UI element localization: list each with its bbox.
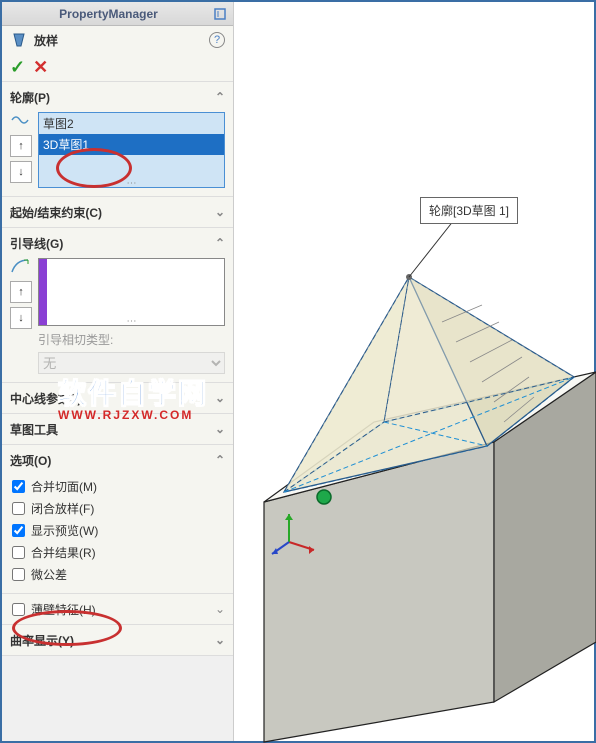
section-header-centerline[interactable]: 中心线参数(I) ⌄ — [10, 387, 225, 409]
section-centerline: 中心线参数(I) ⌄ — [2, 383, 233, 414]
guide-move-down-button[interactable]: ↓ — [10, 307, 32, 329]
help-icon[interactable]: ? — [209, 32, 225, 48]
profiles-listbox[interactable]: 草图2 3D草图1 ⋯ — [38, 112, 225, 188]
tangent-label: 引导相切类型: — [38, 331, 225, 348]
option-row: 闭合放样(F) — [10, 497, 225, 519]
section-header-constraints[interactable]: 起始/结束约束(C) ⌄ — [10, 201, 225, 223]
section-header-curvature[interactable]: 曲率显示(Y) ⌄ — [10, 629, 225, 651]
section-label-curvature: 曲率显示(Y) — [10, 632, 74, 649]
callout-text: 轮廓[3D草图 1] — [429, 204, 509, 218]
tangent-type-row: 引导相切类型: 无 — [10, 331, 225, 374]
chevron-down-icon: ⌄ — [215, 205, 225, 219]
option-label: 合并切面(M) — [31, 478, 97, 495]
resize-handle-icon[interactable]: ⋯ — [127, 316, 137, 327]
option-checkbox[interactable] — [12, 546, 25, 559]
option-label: 合并结果(R) — [31, 544, 96, 561]
chevron-up-icon: ⌃ — [215, 90, 225, 104]
guides-listbox[interactable]: ⋯ — [38, 258, 225, 326]
pin-icon[interactable] — [211, 5, 229, 23]
option-row: 微公差 — [10, 563, 225, 585]
chevron-down-icon: ⌄ — [215, 391, 225, 405]
section-sketch-tools: 草图工具 ⌄ — [2, 414, 233, 445]
thin-checkbox[interactable] — [12, 603, 25, 616]
active-vertex[interactable] — [317, 490, 331, 504]
section-profiles: 轮廓(P) ⌃ ↑ ↓ 草图2 3 — [2, 82, 233, 197]
option-label: 显示预览(W) — [31, 522, 98, 539]
tangent-select: 无 — [38, 352, 225, 374]
action-row: ✓ ✕ — [2, 54, 233, 82]
feature-title-row: 放样 ? — [2, 26, 233, 54]
section-label-sketch-tools: 草图工具 — [10, 421, 58, 438]
section-header-profiles[interactable]: 轮廓(P) ⌃ — [10, 86, 225, 108]
chevron-up-icon: ⌃ — [215, 453, 225, 467]
section-curvature: 曲率显示(Y) ⌄ — [2, 625, 233, 656]
guide-icon — [10, 258, 32, 277]
chevron-down-icon: ⌄ — [215, 633, 225, 647]
loft-icon — [10, 31, 28, 49]
section-label-options: 选项(O) — [10, 452, 51, 469]
guide-selection-bar — [39, 259, 47, 325]
option-checkbox[interactable] — [12, 524, 25, 537]
option-label: 微公差 — [31, 566, 67, 583]
callout-leader — [409, 220, 454, 277]
guide-move-up-button[interactable]: ↑ — [10, 281, 32, 303]
profile-move-down-button[interactable]: ↓ — [10, 161, 32, 183]
section-label-constraints: 起始/结束约束(C) — [10, 204, 102, 221]
section-label-guides: 引导线(G) — [10, 235, 63, 252]
section-thin: 薄壁特征(H) ⌄ — [2, 594, 233, 625]
cancel-button[interactable]: ✕ — [33, 57, 48, 78]
list-item[interactable]: 3D草图1 — [39, 134, 224, 155]
panel-title: PropertyManager — [6, 7, 211, 21]
section-options: 选项(O) ⌃ 合并切面(M) 闭合放样(F) 显示预览(W) 合并结果(R) 微公差 — [2, 445, 233, 594]
section-header-options[interactable]: 选项(O) ⌃ — [10, 449, 225, 471]
section-guides: 引导线(G) ⌃ ↑ ↓ ⋯ — [2, 228, 233, 383]
option-row: 合并切面(M) — [10, 475, 225, 497]
option-label: 闭合放样(F) — [31, 500, 94, 517]
chevron-down-icon: ⌄ — [215, 422, 225, 436]
section-constraints: 起始/结束约束(C) ⌄ — [2, 197, 233, 228]
model-svg — [234, 2, 596, 743]
option-checkbox[interactable] — [12, 568, 25, 581]
option-row: 合并结果(R) — [10, 541, 225, 563]
viewport-3d[interactable]: 轮廓[3D草图 1] — [234, 2, 594, 741]
option-checkbox[interactable] — [12, 480, 25, 493]
resize-handle-icon[interactable]: ⋯ — [127, 178, 137, 189]
panel-header: PropertyManager — [2, 2, 233, 26]
chevron-up-icon: ⌃ — [215, 236, 225, 250]
profile-move-up-button[interactable]: ↑ — [10, 135, 32, 157]
ok-button[interactable]: ✓ — [10, 57, 25, 78]
property-manager-panel: PropertyManager 放样 ? ✓ ✕ 轮廓(P) ⌃ — [2, 2, 234, 741]
section-header-sketch-tools[interactable]: 草图工具 ⌄ — [10, 418, 225, 440]
thin-label: 薄壁特征(H) — [31, 601, 96, 618]
profile-icon — [10, 112, 32, 131]
section-header-guides[interactable]: 引导线(G) ⌃ — [10, 232, 225, 254]
section-label-profiles: 轮廓(P) — [10, 89, 50, 106]
feature-name: 放样 — [34, 32, 58, 49]
section-label-centerline: 中心线参数(I) — [10, 390, 81, 407]
profile-callout[interactable]: 轮廓[3D草图 1] — [420, 197, 518, 224]
option-row: 显示预览(W) — [10, 519, 225, 541]
chevron-down-icon: ⌄ — [215, 602, 225, 616]
option-checkbox[interactable] — [12, 502, 25, 515]
thin-feature-row: 薄壁特征(H) ⌄ — [10, 598, 225, 620]
list-item[interactable]: 草图2 — [39, 113, 224, 134]
